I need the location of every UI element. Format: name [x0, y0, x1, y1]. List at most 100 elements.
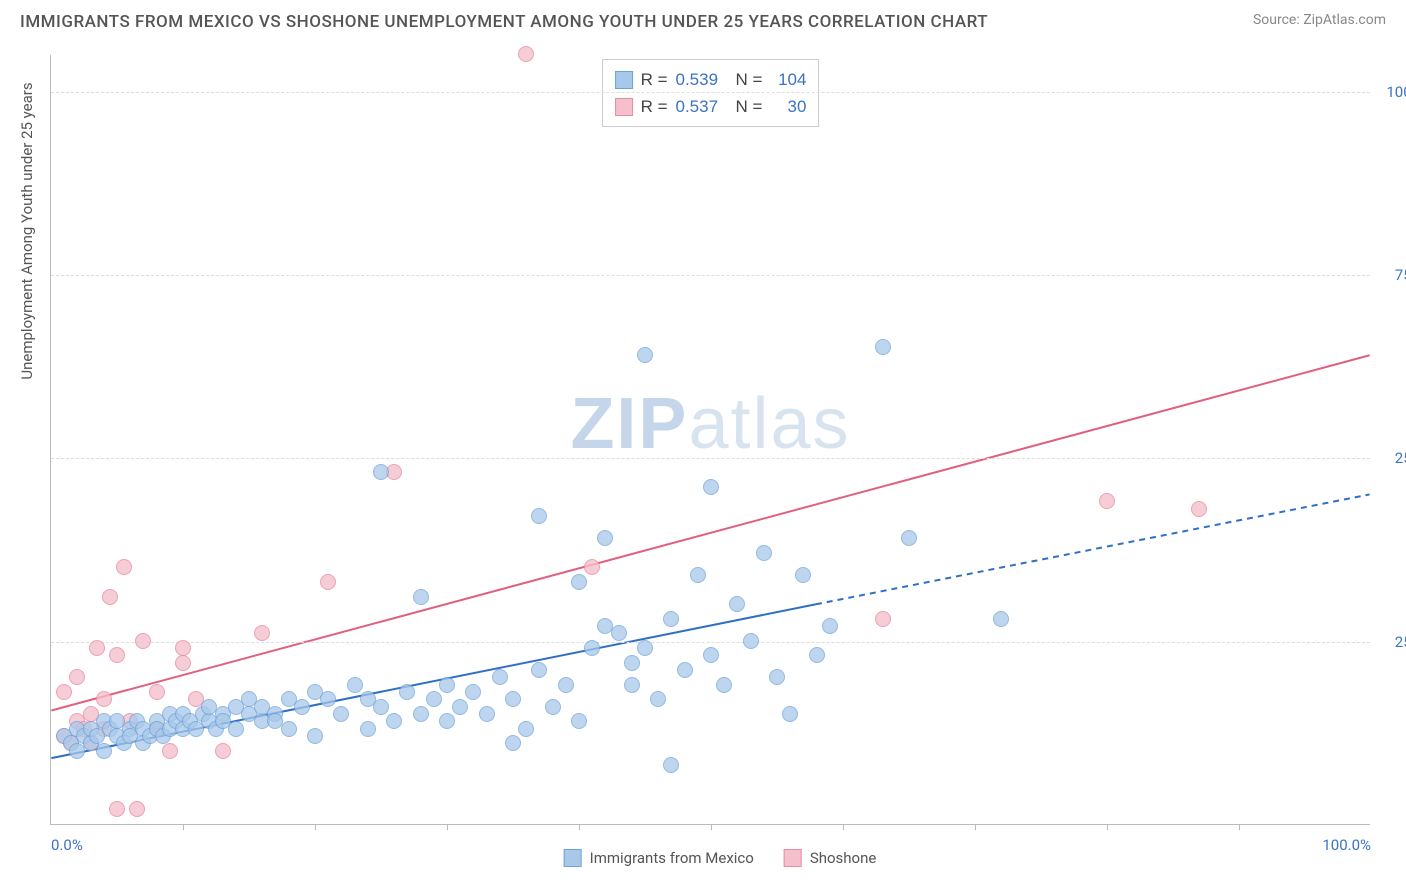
scatter-point-pink [109, 801, 125, 817]
scatter-point-pink [129, 801, 145, 817]
scatter-point-blue [360, 721, 376, 737]
x-tick-label: 0.0% [51, 836, 83, 854]
scatter-point-blue [729, 596, 745, 612]
scatter-point-blue [597, 530, 613, 546]
scatter-point-blue [703, 647, 719, 663]
x-tick [711, 824, 712, 830]
swatch-blue [564, 849, 582, 867]
r-label: R = [641, 93, 668, 120]
source-attribution: Source: ZipAtlas.com [1253, 12, 1386, 28]
legend-item-blue: Immigrants from Mexico [564, 849, 754, 867]
scatter-point-blue [637, 347, 653, 363]
scatter-point-pink [96, 691, 112, 707]
scatter-point-pink [1191, 501, 1207, 517]
scatter-point-blue [479, 706, 495, 722]
scatter-point-blue [637, 640, 653, 656]
scatter-point-blue [399, 684, 415, 700]
scatter-point-blue [228, 721, 244, 737]
x-tick [975, 824, 976, 830]
scatter-point-blue [96, 743, 112, 759]
scatter-point-blue [756, 545, 772, 561]
scatter-point-blue [320, 691, 336, 707]
scatter-point-blue [465, 684, 481, 700]
scatter-point-blue [782, 706, 798, 722]
stats-legend-box: R = 0.539 N = 104 R = 0.537 N = 30 [602, 59, 820, 127]
trend-line-blue-dashed [816, 494, 1370, 604]
y-tick-label: 25.0% [1375, 449, 1406, 467]
scatter-point-blue [809, 647, 825, 663]
swatch-blue [615, 71, 633, 89]
scatter-point-blue [294, 699, 310, 715]
scatter-point-pink [162, 743, 178, 759]
watermark-bold: ZIP [570, 384, 688, 464]
n-value-blue: 104 [770, 66, 806, 93]
source-label: Source: [1253, 12, 1303, 28]
y-tick-label: 25.0% [1375, 633, 1406, 651]
scatter-point-blue [769, 669, 785, 685]
x-tick [183, 824, 184, 830]
chart-container: Unemployment Among Youth under 25 years … [50, 55, 1390, 835]
header: IMMIGRANTS FROM MEXICO VS SHOSHONE UNEMP… [0, 0, 1406, 38]
scatter-point-blue [624, 655, 640, 671]
scatter-point-blue [677, 662, 693, 678]
scatter-point-blue [584, 640, 600, 656]
scatter-point-blue [531, 662, 547, 678]
scatter-point-pink [875, 611, 891, 627]
scatter-point-blue [650, 691, 666, 707]
chart-title: IMMIGRANTS FROM MEXICO VS SHOSHONE UNEMP… [20, 12, 988, 32]
scatter-point-blue [611, 625, 627, 641]
scatter-point-blue [373, 699, 389, 715]
swatch-pink [615, 98, 633, 116]
scatter-point-blue [505, 691, 521, 707]
scatter-point-blue [875, 339, 891, 355]
scatter-point-blue [452, 699, 468, 715]
scatter-point-pink [102, 589, 118, 605]
x-tick [315, 824, 316, 830]
scatter-point-blue [439, 677, 455, 693]
n-label: N = [736, 93, 763, 120]
legend-label-pink: Shoshone [810, 849, 877, 867]
scatter-point-blue [492, 669, 508, 685]
scatter-point-blue [307, 728, 323, 744]
scatter-point-blue [743, 633, 759, 649]
y-axis-title: Unemployment Among Youth under 25 years [18, 82, 36, 379]
scatter-point-blue [386, 713, 402, 729]
scatter-point-blue [347, 677, 363, 693]
x-tick [1107, 824, 1108, 830]
x-axis-legend: Immigrants from Mexico Shoshone [564, 849, 877, 867]
x-tick [579, 824, 580, 830]
scatter-point-pink [518, 46, 534, 62]
y-tick-label: 75.0% [1375, 266, 1406, 284]
scatter-point-pink [135, 633, 151, 649]
x-tick-label: 100.0% [1322, 836, 1371, 854]
scatter-point-blue [571, 574, 587, 590]
scatter-point-pink [109, 647, 125, 663]
scatter-point-blue [373, 464, 389, 480]
scatter-point-blue [795, 567, 811, 583]
scatter-point-pink [175, 655, 191, 671]
legend-label-blue: Immigrants from Mexico [590, 849, 754, 867]
scatter-point-blue [545, 699, 561, 715]
gridline [51, 275, 1370, 276]
scatter-point-blue [571, 713, 587, 729]
gridline [51, 92, 1370, 93]
scatter-point-pink [320, 574, 336, 590]
scatter-point-blue [663, 757, 679, 773]
source-name: ZipAtlas.com [1303, 12, 1386, 28]
plot-area: ZIPatlas R = 0.539 N = 104 R = 0.537 N =… [50, 55, 1370, 825]
scatter-point-blue [716, 677, 732, 693]
scatter-point-pink [149, 684, 165, 700]
legend-item-pink: Shoshone [784, 849, 877, 867]
scatter-point-blue [505, 735, 521, 751]
r-label: R = [641, 66, 668, 93]
scatter-point-blue [439, 713, 455, 729]
n-label: N = [736, 66, 763, 93]
scatter-point-blue [558, 677, 574, 693]
scatter-point-blue [624, 677, 640, 693]
x-tick [447, 824, 448, 830]
r-value-blue: 0.539 [676, 66, 728, 93]
scatter-point-pink [56, 684, 72, 700]
scatter-point-blue [690, 567, 706, 583]
scatter-point-blue [993, 611, 1009, 627]
scatter-point-blue [531, 508, 547, 524]
